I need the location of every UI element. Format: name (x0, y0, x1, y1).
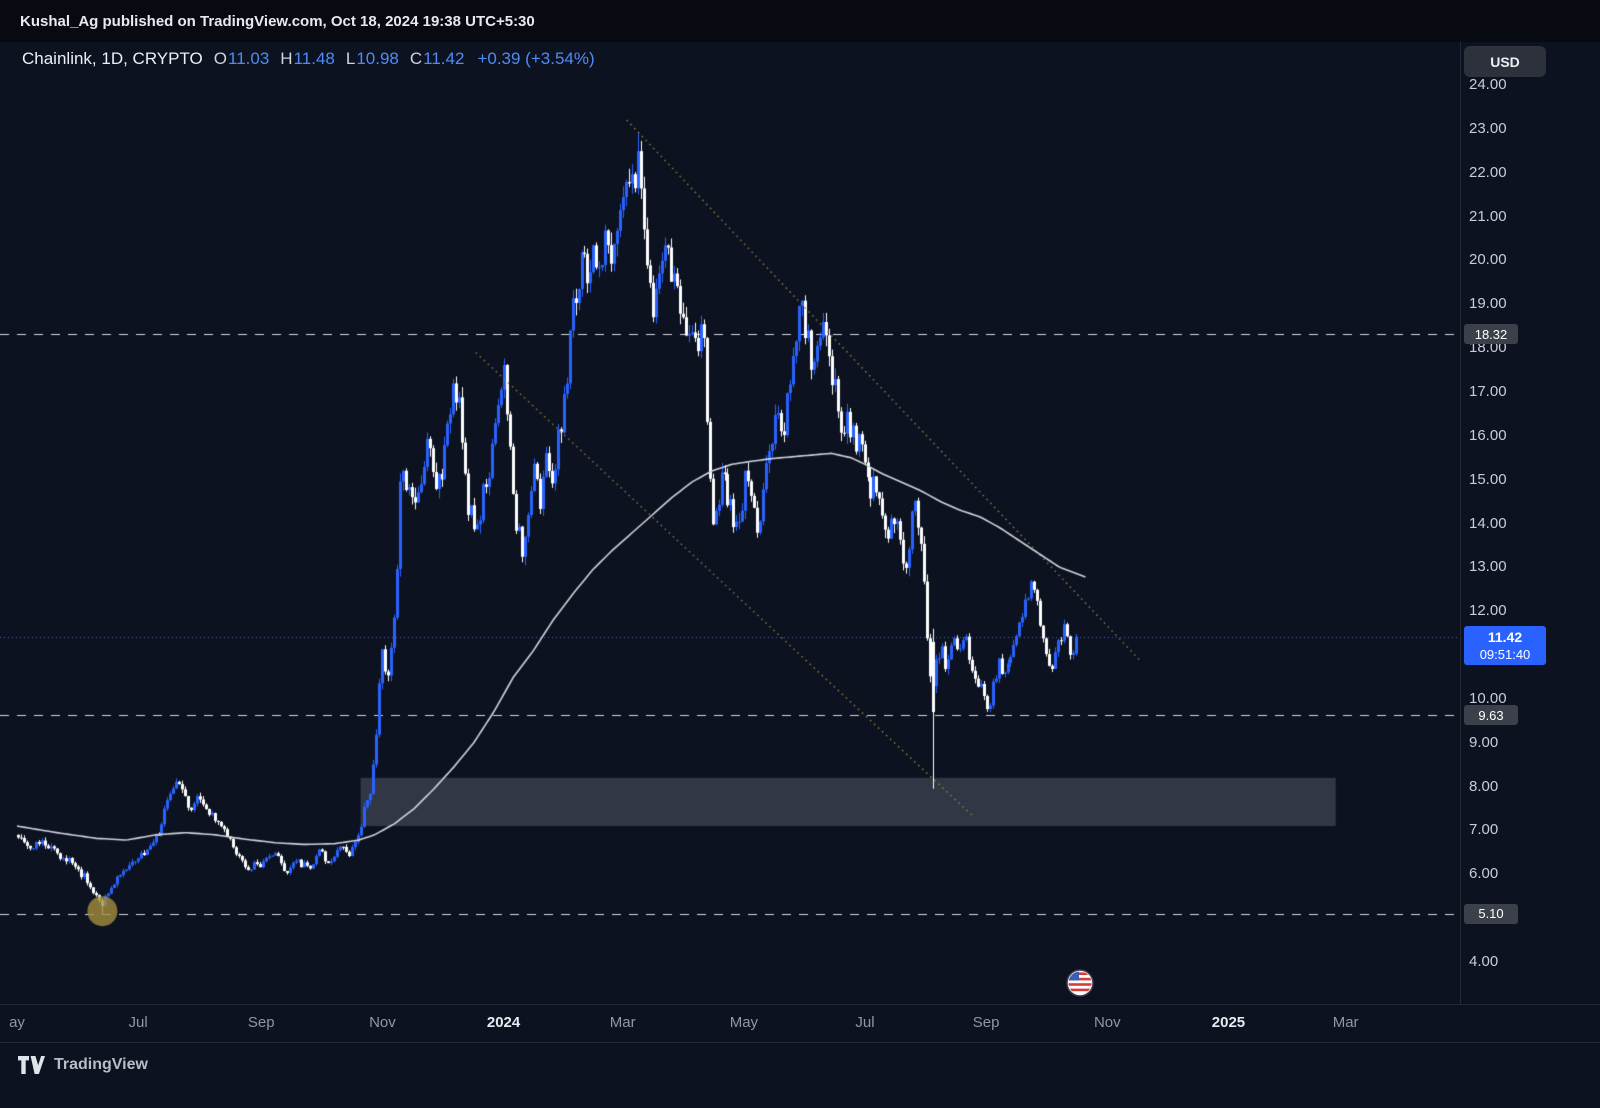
tradingview-logo-icon[interactable] (18, 1056, 45, 1074)
time-tick-label: Sep (247, 1014, 275, 1031)
tradingview-brand[interactable]: TradingView (54, 1056, 148, 1073)
time-tick-label: Mar (1332, 1014, 1359, 1031)
price-tick-label: 12.00 (1469, 602, 1507, 620)
change-value: +0.39 (+3.54%) (477, 49, 595, 68)
price-axis[interactable]: 18.32 9.63 5.10 11.42 09:51:40 24.00 23.0… (1460, 42, 1600, 1004)
price-tick-label: 17.00 (1469, 382, 1507, 400)
high-label: H (280, 49, 293, 68)
ohlc-close: C11.42 (410, 49, 465, 69)
chart-area: Chainlink, 1D, CRYPTO O11.03 H11.48 L10.… (0, 42, 1600, 1108)
last-price-value: 11.42 (1487, 628, 1523, 645)
footer: TradingView (0, 1042, 1600, 1108)
price-tick-label: 8.00 (1469, 777, 1499, 795)
price-tick-label: 22.00 (1469, 163, 1507, 181)
publish-bar: Kushal_Ag published on TradingView.com, … (0, 0, 1600, 42)
time-tick-label: 2024 (486, 1014, 521, 1031)
price-level-badge[interactable]: 18.32 (1464, 324, 1518, 345)
time-tick-label: ay (9, 1014, 25, 1031)
symbol-info-row: Chainlink, 1D, CRYPTO O11.03 H11.48 L10.… (22, 49, 595, 69)
close-value: 11.42 (423, 49, 465, 68)
price-tick-label: 19.00 (1469, 295, 1507, 313)
time-tick-label: 2025 (1211, 1014, 1246, 1031)
currency-toggle-button[interactable]: USD (1464, 46, 1546, 77)
price-tick-label: 24.00 (1469, 76, 1507, 93)
price-tick-label: 23.00 (1469, 119, 1507, 137)
close-label: C (409, 49, 423, 68)
price-tick-label: 16.00 (1469, 426, 1507, 444)
price-tick-label: 13.00 (1469, 558, 1507, 576)
price-tick-label: 7.00 (1469, 821, 1499, 839)
time-tick-label: Jul (128, 1014, 148, 1031)
candle-countdown: 09:51:40 (1479, 646, 1531, 662)
high-value: 11.48 (293, 49, 335, 68)
time-tick-label: Jul (855, 1014, 875, 1031)
ohlc-high: H11.48 (280, 49, 335, 69)
chart-canvas[interactable] (0, 42, 1600, 1108)
price-level-badge[interactable]: 9.63 (1464, 705, 1518, 726)
low-label: L (345, 49, 356, 68)
us-flag-event-icon[interactable] (1065, 969, 1094, 997)
price-tick-label: 6.00 (1469, 865, 1499, 883)
time-tick-label: Nov (369, 1014, 396, 1031)
price-tick-label: 9.00 (1469, 733, 1499, 751)
open-label: O (213, 49, 228, 68)
symbol-title[interactable]: Chainlink, 1D, CRYPTO (22, 49, 203, 68)
ohlc-low: L10.98 (346, 49, 399, 69)
price-tick-label: 4.00 (1469, 953, 1499, 970)
time-tick-label: Nov (1093, 1014, 1121, 1031)
open-value: 11.03 (228, 49, 270, 68)
low-value: 10.98 (356, 49, 399, 68)
time-axis[interactable]: ay Jul Sep Nov 2024 Mar May Jul Sep Nov 2025 Mar (0, 1004, 1600, 1043)
price-tick-label: 21.00 (1469, 207, 1507, 225)
time-tick-label: May (729, 1014, 759, 1031)
time-tick-label: Mar (609, 1014, 636, 1031)
time-tick-label: Sep (972, 1014, 1000, 1031)
price-level-badge[interactable]: 5.10 (1464, 903, 1518, 924)
price-tick-label: 14.00 (1469, 514, 1507, 532)
publish-text: Kushal_Ag published on TradingView.com, … (20, 12, 535, 30)
last-price-badge[interactable]: 11.42 09:51:40 (1464, 625, 1546, 665)
ohlc-open: O11.03 (214, 49, 270, 69)
price-tick-label: 20.00 (1469, 251, 1507, 269)
price-tick-label: 15.00 (1469, 470, 1507, 488)
price-tick-label: 10.00 (1469, 689, 1507, 707)
